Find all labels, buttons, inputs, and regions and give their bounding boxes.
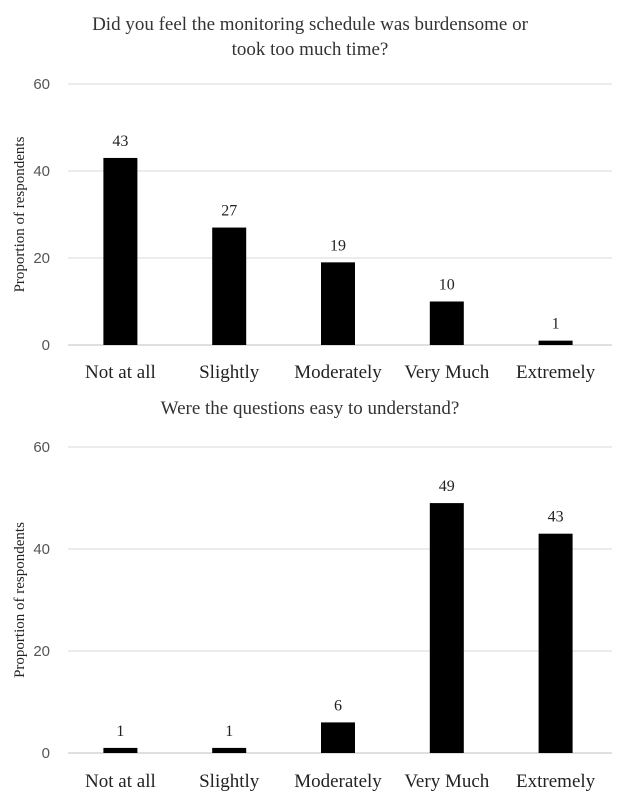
bar bbox=[212, 227, 247, 345]
bar bbox=[321, 262, 355, 345]
x-tick-label: Slightly bbox=[199, 771, 260, 792]
data-label: 43 bbox=[112, 133, 128, 150]
chart-easy-to-understand: Were the questions easy to understand? 0 2… bbox=[12, 398, 612, 792]
x-tick-label: Not at all bbox=[85, 771, 156, 792]
y-tick-label: 60 bbox=[33, 439, 50, 456]
data-label: 6 bbox=[334, 697, 342, 714]
data-label: 1 bbox=[225, 723, 233, 740]
chart-title: took too much time? bbox=[232, 39, 389, 60]
bar bbox=[538, 340, 573, 345]
y-tick-label: 40 bbox=[33, 163, 50, 180]
y-axis-label: Proportion of respondents bbox=[12, 522, 28, 678]
bar bbox=[538, 533, 573, 753]
y-tick-label: 20 bbox=[33, 250, 50, 267]
y-tick-label: 40 bbox=[33, 541, 50, 558]
y-tick-label: 60 bbox=[33, 76, 50, 93]
data-label: 10 bbox=[439, 277, 455, 294]
y-tick-label: 20 bbox=[33, 643, 50, 660]
bar bbox=[103, 747, 138, 753]
x-tick-label: Extremely bbox=[516, 362, 596, 383]
bar bbox=[429, 503, 464, 753]
x-tick-label: Not at all bbox=[85, 362, 156, 383]
x-tick-label: Moderately bbox=[294, 362, 382, 383]
data-label: 43 bbox=[548, 509, 564, 526]
bar bbox=[429, 301, 464, 345]
x-tick-label: Very Much bbox=[404, 362, 489, 383]
chart-burdensome: Did you feel the monitoring schedule was… bbox=[12, 14, 612, 383]
data-label: 19 bbox=[330, 237, 346, 254]
data-label: 1 bbox=[116, 723, 124, 740]
bar bbox=[212, 747, 247, 753]
data-label: 49 bbox=[439, 478, 455, 495]
chart-title: Did you feel the monitoring schedule was… bbox=[92, 14, 529, 35]
chart-title: Were the questions easy to understand? bbox=[161, 398, 460, 419]
x-tick-label: Slightly bbox=[199, 362, 260, 383]
y-axis-label: Proportion of respondents bbox=[12, 136, 28, 292]
x-tick-label: Moderately bbox=[294, 771, 382, 792]
x-tick-label: Extremely bbox=[516, 771, 596, 792]
data-label: 27 bbox=[221, 203, 237, 220]
y-tick-label: 0 bbox=[42, 337, 50, 354]
bar bbox=[103, 157, 138, 345]
y-tick-label: 0 bbox=[42, 745, 50, 762]
data-label: 1 bbox=[552, 316, 560, 333]
x-tick-label: Very Much bbox=[404, 771, 489, 792]
bar bbox=[321, 722, 355, 753]
